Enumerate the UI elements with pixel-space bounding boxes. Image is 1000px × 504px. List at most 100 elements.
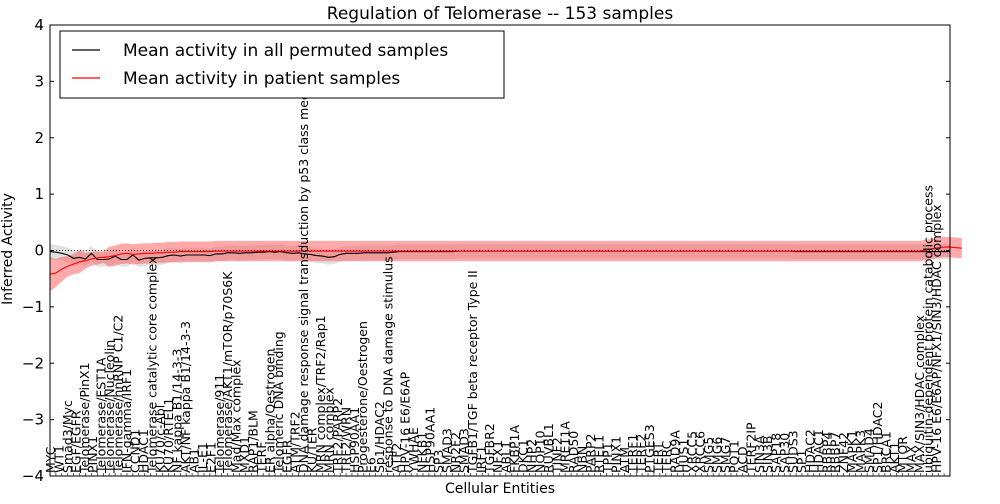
x-category-label: SMG5 [701,437,716,473]
x-category-label: BRCA1 [878,431,893,473]
x-category-label: TRF2/WRN [338,407,353,474]
x-category-label: TERF2IP [743,422,758,474]
x-category-label: Telomerase/911 [212,374,227,474]
band-series-patient [50,237,962,292]
x-category-label: YWHAE [406,427,421,474]
x-category-label: RUVBL1 [541,423,556,473]
x-category-label: TPP1 [600,442,615,474]
x-category-label: CCND1 [127,429,142,473]
x-category-label: AKT/NF kappa B1/14-3-3 [178,321,193,473]
x-category-label: HPV-16 E6/E6AP/NFX1/SIN3/HDAC complex [929,204,944,473]
x-category-label: IL-E1 [195,442,210,473]
y-tick-label: −3 [22,411,44,429]
x-category-label: KU70/c-Abl [153,405,168,473]
x-category-label: PTGES3 [642,424,657,473]
x-category-label: SAP18 [769,433,784,473]
x-axis-label: Cellular Entities [445,481,555,497]
x-category-label: TRF2/PARP2 [330,398,345,474]
line-series-patient [49,246,962,275]
confidence-bands [50,237,962,292]
chart-title: Regulation of Telomerase -- 153 samples [327,4,674,24]
x-category-label: ZNF42 [836,432,851,473]
x-category-label: RAP1/BLM [246,410,261,473]
x-category-label: RBBP4 [819,432,834,473]
y-tick-label: 3 [34,72,44,90]
x-category-label: SIN3A [752,435,767,473]
x-category-label: SMG7 [718,437,733,473]
x-category-label: HDAC2 [802,429,817,473]
y-tick-label: −1 [22,298,44,316]
x-category-label: E6 [364,457,379,473]
x-category-label: HDAC1 [136,429,151,473]
x-category-label: NOP10 [532,430,547,473]
x-category-label: RAD50 [566,431,581,473]
x-category-label: ER alpha/Oestrogen [262,349,277,473]
series-lines [49,246,962,275]
x-category-label: IFN-gamma/IRF1 [119,369,134,473]
x-category-label: TINF2 [549,437,564,474]
x-category-label: HDAC1 [811,429,826,473]
x-category-label: SMAD3 [457,428,472,473]
x-category-label: XRCC5 [684,431,699,473]
x-category-label: SP1 [794,450,809,473]
x-category-label: MAX [904,445,919,473]
x-category-label: Mad/Max complex [229,360,244,473]
x-category-label: RBBP7 [828,432,843,473]
x-category-label: PINX1 [85,436,100,473]
x-category-label: HPV-16 E6/E6AP [397,371,412,473]
x-category-label: Progesterone/Oestrogen [355,321,370,473]
x-category-label: HUS1 [676,439,691,473]
x-category-label: NBN [575,446,590,473]
y-axis-label: Inferred Activity [0,193,16,305]
legend-box [59,30,505,99]
x-category-label: AKT1 [887,442,902,473]
x-category-label: TERT [651,442,666,474]
x-category-label: TGFB1/TGF beta receptor Type II [465,270,480,474]
x-category-label: Telomerase/Nucleolin [102,340,117,474]
x-category-label: ubiquitin-dependent protein catabolic pr… [921,185,936,473]
y-tick-label: −2 [22,354,44,372]
x-category-label: EGF/EGFR [68,410,83,473]
x-category-label: MTOR [895,436,910,473]
x-category-label: POT1 [727,440,742,473]
x-category-label: ATM [617,447,632,473]
x-category-label: SMAD3 [440,428,455,473]
x-category-label: NFX1 [490,440,505,473]
x-category-label: NFKB1 [414,432,429,473]
x-category-label: HSP90AA1 [347,407,362,473]
x-category-label: MRN complex/TRF2/Rap1 [313,315,328,473]
x-category-label: RAD9A [667,430,682,473]
x-category-label: Telomerase/hnRNP C1/C2 [111,315,126,474]
x-category-label: PINX1 [608,436,623,473]
x-category-label: NR2F2 [448,432,463,473]
x-category-label: E2F1 [203,442,218,473]
x-category-label: SP3 [431,450,446,473]
x-category-label: Smad3/Myc [60,400,75,473]
x-category-label: WT1 [51,445,66,473]
x-category-label: SMG6 [710,437,725,473]
x-category-label: SMAD4 [862,428,877,473]
y-tick-label: 4 [34,16,44,34]
plot-frame [49,24,951,477]
x-category-label: MRE11A [558,421,573,473]
x-category-label: FKBP1A [507,425,522,473]
x-category-label: ATM/TRF2 [288,411,303,473]
x-category-label: DKC1 [516,439,531,473]
x-category-label: PARP2 [583,434,598,473]
legend-label-patient: Mean activity in patient samples [123,69,400,89]
x-category-label: ABL1 [499,441,514,473]
x-category-label: IRF1 [473,445,488,473]
x-category-label: ACD [735,446,750,473]
x-category-label: TERF1 [625,434,640,474]
x-category-label: NHP2 [524,439,539,473]
x-category-label: Telomeric DNA binding [271,331,286,474]
x-category-label: Sp1/HDAC2 [372,401,387,473]
x-category-label: TGFBR2 [482,423,497,474]
y-tick-label: 0 [34,242,44,260]
x-category-label: MRN complex [322,387,337,473]
x-category-label: SUDS3 [786,430,801,473]
x-category-label: MAX/SIN3/HDAC complex [912,315,927,473]
x-category-label: TERC [659,440,674,474]
